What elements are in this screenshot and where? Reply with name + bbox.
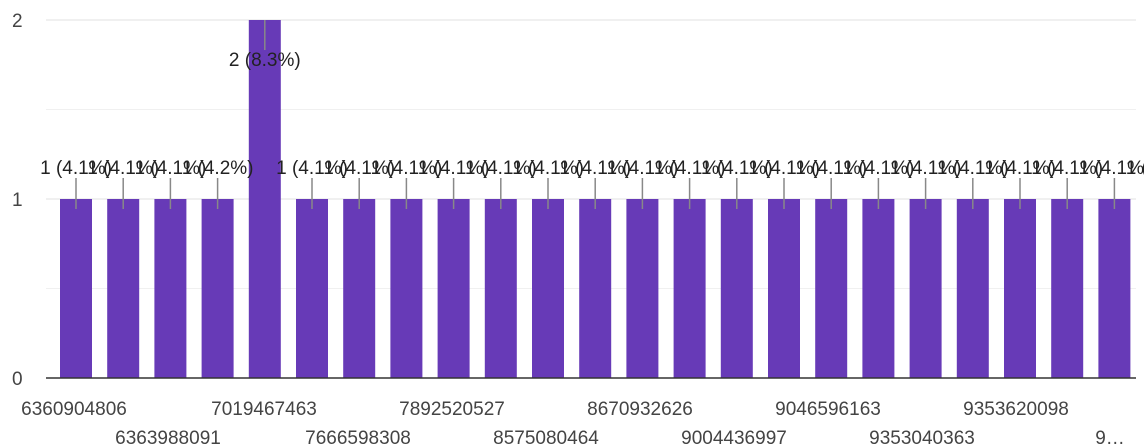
bar — [532, 199, 564, 378]
x-tick-label: 6363988091 — [115, 428, 221, 448]
bar — [1004, 199, 1036, 378]
data-label: 1 (4.1%) — [134, 158, 206, 179]
data-label: 1 (4.1%) — [276, 158, 348, 179]
data-label: 1 (4.1%) — [418, 158, 490, 179]
data-label: 1 (4.1%) — [465, 158, 537, 179]
data-label: 1 (4.1%) — [701, 158, 773, 179]
data-label: 1 (4.1%) — [40, 158, 112, 179]
bar — [1098, 199, 1131, 378]
bar — [484, 199, 517, 378]
bar — [579, 199, 612, 378]
bar — [815, 199, 848, 378]
x-tick-label: 8670932626 — [587, 399, 693, 420]
bar — [343, 199, 376, 378]
data-label: 1 (4.1%) — [323, 158, 395, 179]
bar — [296, 199, 328, 378]
bar — [390, 199, 423, 378]
y-tick-label: 2 — [12, 11, 23, 32]
data-label: 1 (4.1%) — [984, 158, 1056, 179]
bar — [60, 199, 92, 378]
bar — [1051, 199, 1084, 378]
data-label: 1 (4.1%) — [937, 158, 1009, 179]
data-label: 1 (4.1%) — [370, 158, 442, 179]
bar — [720, 199, 753, 378]
y-tick-label: 1 — [12, 190, 23, 211]
data-label: 1 (4.1%) — [654, 158, 726, 179]
data-label: 1 (4.1%) — [606, 158, 678, 179]
x-tick-label: 9004436997 — [681, 428, 787, 448]
bar — [626, 199, 659, 378]
data-label: 1 (4.1%) — [1078, 158, 1144, 179]
bar — [248, 20, 281, 378]
data-label: 1 (4.1%) — [1031, 158, 1103, 179]
x-tick-label: 9… — [1095, 428, 1125, 448]
x-tick-label: 6360904806 — [21, 399, 127, 420]
bar — [956, 199, 989, 378]
bar — [909, 199, 942, 378]
data-label: 1 (4.1%) — [512, 158, 584, 179]
bar — [862, 199, 895, 378]
x-tick-label: 7666598308 — [305, 428, 411, 448]
x-tick-label: 7892520527 — [399, 399, 505, 420]
data-label: 1 (4.1%) — [795, 158, 867, 179]
bar — [437, 199, 470, 378]
bar — [768, 199, 800, 378]
data-label: 1 (4.2%) — [182, 158, 254, 179]
data-label: 1 (4.1%) — [748, 158, 820, 179]
data-label: 2 (8.3%) — [229, 50, 301, 71]
data-label: 1 (4.1%) — [87, 158, 159, 179]
bar — [107, 199, 140, 378]
bar — [154, 199, 187, 378]
bar — [201, 199, 234, 378]
y-tick-label: 0 — [12, 369, 23, 390]
x-tick-label: 9353040363 — [869, 428, 975, 448]
x-tick-label: 9353620098 — [963, 399, 1069, 420]
x-tick-label: 9046596163 — [775, 399, 881, 420]
x-tick-label: 8575080464 — [493, 428, 599, 448]
data-label: 1 (4.2%) — [1126, 158, 1144, 179]
data-label: 1 (4.1%) — [842, 158, 914, 179]
x-tick-label: 7019467463 — [211, 399, 317, 420]
bar — [673, 199, 706, 378]
data-label: 1 (4.1%) — [890, 158, 962, 179]
data-label: 1 (4.1%) — [559, 158, 631, 179]
